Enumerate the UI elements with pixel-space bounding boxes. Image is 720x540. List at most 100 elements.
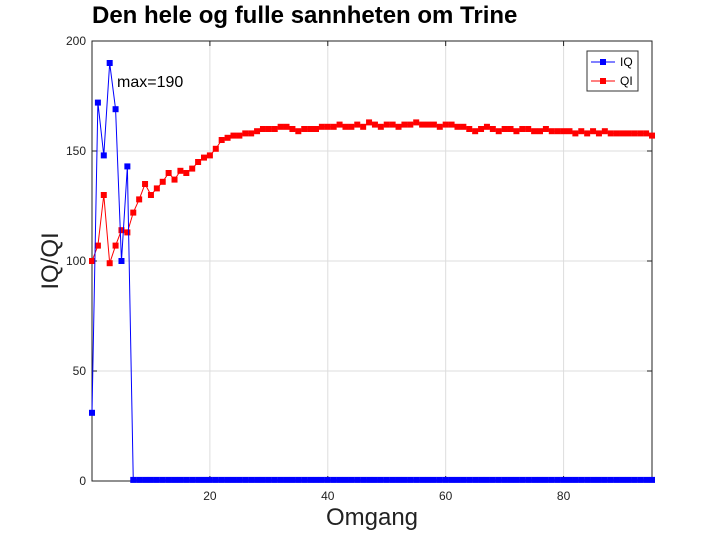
data-point-iq xyxy=(271,476,278,483)
data-point-qi xyxy=(271,126,278,132)
data-point-qi xyxy=(531,128,538,135)
data-point-qi xyxy=(643,130,650,137)
data-point-qi xyxy=(277,123,284,130)
data-point-iq xyxy=(195,476,202,483)
data-point-iq xyxy=(318,476,325,483)
data-point-iq xyxy=(342,476,349,483)
x-tick-label: 80 xyxy=(557,489,571,503)
data-point-iq xyxy=(289,476,296,483)
legend: IQ QI xyxy=(586,50,639,92)
data-point-iq xyxy=(466,476,473,483)
data-point-iq xyxy=(248,476,255,483)
data-point-iq xyxy=(489,476,496,483)
data-point-qi xyxy=(495,128,502,135)
data-point-qi xyxy=(613,130,620,137)
data-point-iq xyxy=(619,476,626,483)
data-point-iq xyxy=(142,476,149,483)
data-point-iq xyxy=(425,476,431,483)
data-point-iq xyxy=(183,476,190,483)
data-point-iq xyxy=(519,476,526,483)
data-point-iq xyxy=(360,476,367,483)
data-point-qi xyxy=(401,121,408,128)
data-point-qi xyxy=(601,128,608,135)
legend-marker-qi xyxy=(600,78,606,84)
data-point-qi xyxy=(419,121,426,128)
y-axis-label: IQ/QI xyxy=(37,232,64,289)
data-point-qi xyxy=(413,119,420,126)
grid xyxy=(92,41,652,481)
data-point-iq xyxy=(472,476,479,483)
data-point-iq xyxy=(566,476,573,483)
data-point-iq xyxy=(389,476,396,483)
legend-label-qi: QI xyxy=(620,74,633,88)
data-point-iq xyxy=(153,476,160,483)
data-point-qi xyxy=(100,192,107,198)
data-point-qi xyxy=(301,126,308,132)
data-point-iq xyxy=(89,409,95,416)
data-point-qi xyxy=(230,132,237,139)
data-point-iq xyxy=(242,476,249,483)
data-point-iq xyxy=(159,476,166,483)
data-point-qi xyxy=(377,123,384,130)
data-point-qi xyxy=(442,121,449,128)
data-point-iq xyxy=(136,476,143,483)
data-point-iq xyxy=(442,476,449,483)
y-tick-label: 150 xyxy=(66,144,86,158)
data-point-qi xyxy=(165,170,172,176)
data-point-iq xyxy=(578,476,585,483)
data-point-qi xyxy=(118,227,125,234)
data-point-iq xyxy=(165,476,172,483)
data-point-qi xyxy=(142,181,149,187)
data-point-iq xyxy=(637,476,644,483)
data-point-iq xyxy=(283,476,290,483)
data-point-iq xyxy=(94,99,101,106)
data-point-qi xyxy=(201,154,207,161)
data-point-qi xyxy=(607,130,614,137)
y-tick-label: 100 xyxy=(66,254,86,268)
data-point-iq xyxy=(377,476,384,483)
data-point-qi xyxy=(489,126,496,132)
data-point-qi xyxy=(383,121,390,128)
data-point-qi xyxy=(590,128,597,135)
data-point-iq xyxy=(625,476,632,483)
data-point-qi xyxy=(460,123,467,130)
data-point-iq xyxy=(542,476,549,483)
data-point-iq xyxy=(513,476,520,483)
data-point-qi xyxy=(183,170,190,176)
data-point-iq xyxy=(124,163,131,170)
data-point-iq xyxy=(100,152,107,159)
data-point-qi xyxy=(171,176,178,183)
data-point-qi xyxy=(566,128,573,135)
data-point-qi xyxy=(283,123,290,130)
data-point-iq xyxy=(212,476,219,483)
data-point-iq xyxy=(118,258,125,264)
series-iq xyxy=(89,60,655,483)
x-tick-label: 20 xyxy=(203,489,217,503)
data-point-qi xyxy=(436,123,443,130)
data-point-iq xyxy=(507,476,514,483)
data-point-iq xyxy=(206,476,213,483)
y-tick-label: 50 xyxy=(73,364,87,378)
data-point-qi xyxy=(218,137,225,143)
data-point-qi xyxy=(259,126,266,132)
data-point-qi xyxy=(295,128,302,135)
series-qi xyxy=(89,119,655,267)
data-point-iq xyxy=(371,476,378,483)
data-point-qi xyxy=(595,130,602,137)
legend-marker-iq xyxy=(600,59,606,65)
data-point-iq xyxy=(395,476,402,483)
y-tick-label: 0 xyxy=(79,474,86,488)
data-point-qi xyxy=(224,134,231,141)
data-point-iq xyxy=(383,476,390,483)
data-point-qi xyxy=(265,126,272,132)
data-point-iq xyxy=(601,476,608,483)
data-point-iq xyxy=(572,476,579,483)
data-point-qi xyxy=(483,123,490,130)
data-point-iq xyxy=(313,476,319,483)
data-point-qi xyxy=(649,132,655,139)
legend-box xyxy=(586,50,639,92)
data-point-qi xyxy=(366,119,373,126)
data-point-iq xyxy=(649,476,655,483)
legend-label-iq: IQ xyxy=(620,55,633,69)
